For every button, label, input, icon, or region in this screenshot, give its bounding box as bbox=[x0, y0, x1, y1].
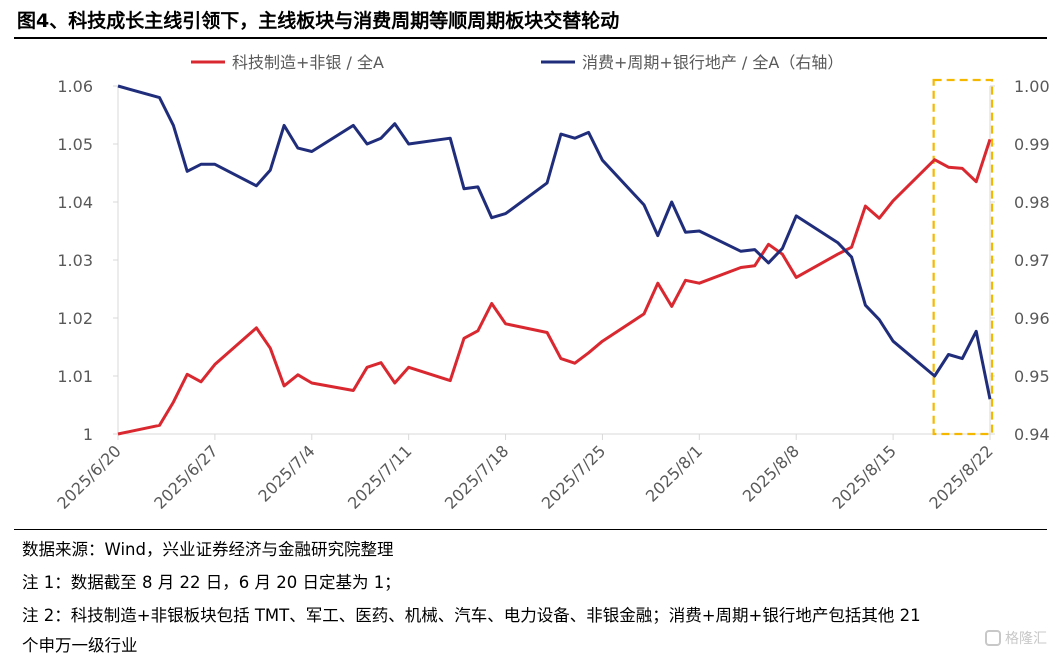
watermark: 格隆汇 bbox=[985, 628, 1047, 648]
x-axis-tick-label: 2025/6/27 bbox=[150, 441, 221, 512]
footnote-2-continued: 个申万一级行业 bbox=[22, 636, 138, 655]
left-axis-tick-label: 1.01 bbox=[57, 367, 93, 386]
right-axis-tick-label: 0.98 bbox=[1014, 193, 1050, 212]
right-axis-tick-label: 1.00 bbox=[1014, 77, 1050, 96]
right-axis-tick-label: 0.94 bbox=[1014, 425, 1050, 444]
left-axis-tick-label: 1.05 bbox=[57, 135, 93, 154]
right-axis-tick-label: 0.96 bbox=[1014, 309, 1050, 328]
gelonghui-logo-icon bbox=[985, 630, 1001, 646]
footer-divider bbox=[14, 529, 1047, 530]
highlight-box bbox=[932, 78, 994, 436]
left-axis-tick-label: 1.04 bbox=[57, 193, 93, 212]
line-chart: 1 1.01 1.02 1.03 1.04 1.05 1.06 0.94 0.95 0.96 0.9… bbox=[53, 53, 1050, 513]
series-consumer-cycle-line bbox=[117, 84, 992, 400]
legend-label: 消费+周期+银行地产 / 全A（右轴） bbox=[582, 53, 843, 72]
chart-title: 图4、科技成长主线引领下，主线板块与消费周期等顺周期板块交替轮动 bbox=[17, 10, 620, 32]
left-axis-tick-label: 1.02 bbox=[57, 309, 93, 328]
x-axis-tick-label: 2025/8/8 bbox=[739, 441, 803, 505]
source-note: 数据来源：Wind，兴业证券经济与金融研究院整理 bbox=[22, 540, 394, 559]
title-divider bbox=[14, 37, 1047, 39]
footnote-2: 注 2：科技制造+非银板块包括 TMT、军工、医药、机械、汽车、电力设备、非银金… bbox=[22, 606, 921, 625]
x-axis-tick-label: 2025/7/4 bbox=[254, 441, 318, 505]
x-axis-tick-label: 2025/7/11 bbox=[344, 441, 415, 512]
left-axis-tick-label: 1 bbox=[83, 425, 93, 444]
x-axis-tick-label: 2025/8/22 bbox=[925, 441, 996, 512]
legend-label: 科技制造+非银 / 全A bbox=[232, 53, 384, 72]
x-axis-tick-label: 2025/8/1 bbox=[642, 441, 706, 505]
x-axis-tick-label: 2025/7/25 bbox=[538, 441, 609, 512]
left-axis-tick-label: 1.03 bbox=[57, 251, 93, 270]
footnote-1: 注 1：数据截至 8 月 22 日，6 月 20 日定基为 1； bbox=[22, 573, 401, 592]
watermark-text: 格隆汇 bbox=[1005, 631, 1047, 647]
right-axis-tick-label: 0.97 bbox=[1014, 251, 1050, 270]
x-axis-tick-label: 2025/6/20 bbox=[53, 441, 124, 512]
series-tech-nonbank-line bbox=[117, 138, 992, 436]
right-axis-tick-label: 0.99 bbox=[1014, 135, 1050, 154]
x-axis-tick-label: 2025/7/18 bbox=[441, 441, 512, 512]
left-axis-tick-label: 1.06 bbox=[57, 77, 93, 96]
x-axis-tick-label: 2025/8/15 bbox=[828, 441, 899, 512]
right-axis-tick-label: 0.95 bbox=[1014, 367, 1050, 386]
